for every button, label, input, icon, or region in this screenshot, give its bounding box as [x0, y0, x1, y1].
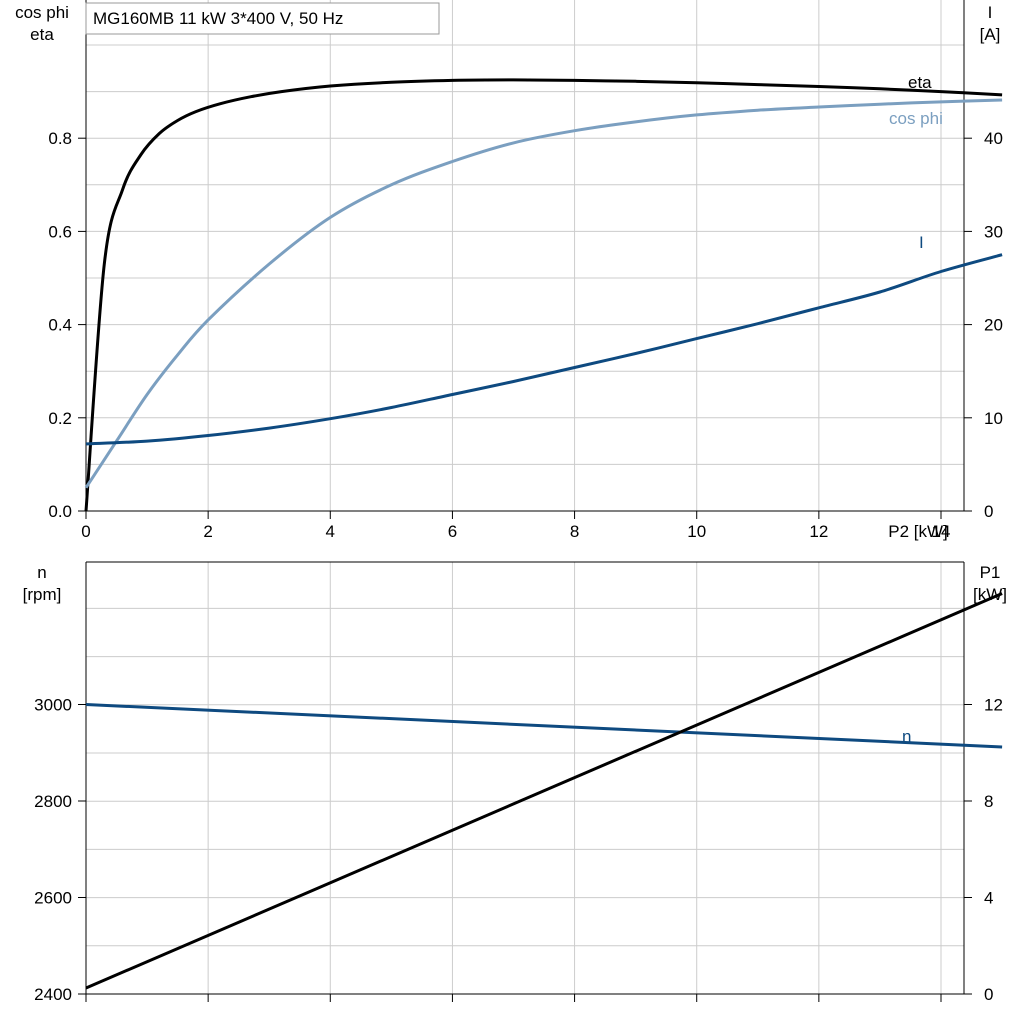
x-tick-label: 0	[81, 522, 90, 541]
y-tick-label-left: 2800	[34, 792, 72, 811]
y-axis-title-right: P1	[980, 563, 1001, 582]
y-axis-title-left: cos phi	[15, 3, 69, 22]
y-tick-label-left: 2600	[34, 889, 72, 908]
x-tick-label: 14	[932, 522, 951, 541]
y-axis-title-right: [kW]	[973, 585, 1007, 604]
x-tick-label: 12	[809, 522, 828, 541]
y-axis-title-left: eta	[30, 25, 54, 44]
series-label-cos-phi: cos phi	[889, 109, 943, 128]
series-line-eta	[84, 78, 1003, 512]
series-line-cos-phi	[84, 98, 1003, 489]
title-text: MG160MB 11 kW 3*400 V, 50 Hz	[93, 9, 343, 28]
y-axis-title-right: I	[988, 3, 993, 22]
y-tick-label-left: 3000	[34, 696, 72, 715]
y-tick-label-left: 0.0	[48, 502, 72, 521]
y-tick-label-left: 0.8	[48, 129, 72, 148]
series-line-i	[85, 253, 1003, 446]
y-tick-label-right: 12	[984, 696, 1003, 715]
x-axis-label: P2 [kW]	[888, 522, 948, 541]
y-tick-label-left: 0.4	[48, 316, 72, 335]
y-tick-label-right: 20	[984, 316, 1003, 335]
y-tick-label-right: 10	[984, 409, 1003, 428]
series-label-n: n	[902, 727, 911, 746]
y-tick-label-right: 8	[984, 792, 993, 811]
series-label-i: I	[919, 233, 924, 252]
x-tick-label: 2	[203, 522, 212, 541]
series-label-eta: eta	[908, 73, 932, 92]
y-tick-label-right: 0	[984, 502, 993, 521]
x-tick-label: 8	[570, 522, 579, 541]
x-tick-label: 6	[448, 522, 457, 541]
x-tick-label: 4	[326, 522, 335, 541]
y-tick-label-left: 0.6	[48, 222, 72, 241]
y-tick-label-left: 0.2	[48, 409, 72, 428]
y-axis-title-left: n	[37, 563, 46, 582]
y-axis-title-right: [A]	[980, 25, 1001, 44]
series-line-p1	[85, 592, 1003, 990]
y-tick-label-left: 2400	[34, 985, 72, 1004]
y-tick-label-right: 0	[984, 985, 993, 1004]
series-line-n	[85, 703, 1003, 749]
y-tick-label-right: 30	[984, 222, 1003, 241]
y-tick-label-right: 40	[984, 129, 1003, 148]
lower-chart-panel: 2400 2600 2800 3000 0 4 8 12 n [rpm] P1 [kW] n	[23, 561, 1007, 1004]
x-tick-label: 10	[687, 522, 706, 541]
title-box: MG160MB 11 kW 3*400 V, 50 Hz	[85, 2, 440, 35]
y-axis-title-left: [rpm]	[23, 585, 62, 604]
y-tick-label-right: 4	[984, 889, 993, 908]
